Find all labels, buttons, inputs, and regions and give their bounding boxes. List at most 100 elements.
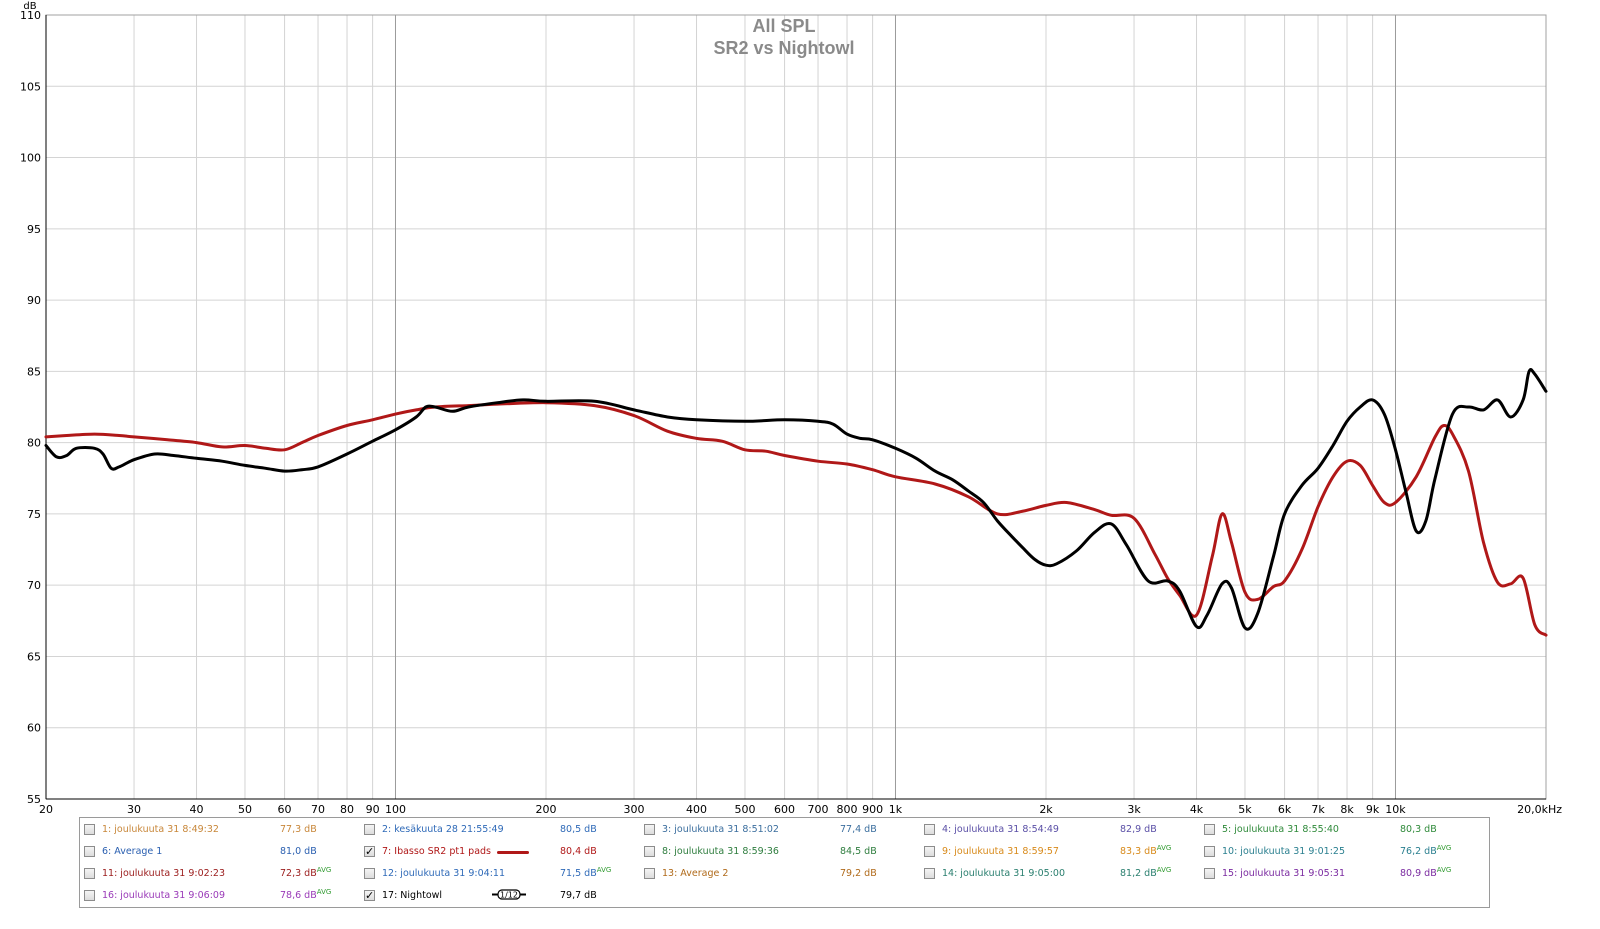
legend-checkbox[interactable] (364, 868, 375, 879)
legend-item-level: 80,3 dB (1400, 824, 1437, 835)
x-tick-label: 6k (1278, 803, 1292, 816)
legend-item-label: 7: Ibasso SR2 pt1 pads (382, 846, 491, 857)
legend-item-label: 11: joulukuuta 31 9:02:23 (102, 868, 225, 879)
x-tick-label: 2k (1039, 803, 1053, 816)
chart-title: All SPL (752, 16, 815, 36)
legend-item: 1: joulukuuta 31 8:49:32 77,3 dB (84, 820, 360, 840)
legend-item-label: 16: joulukuuta 31 9:06:09 (102, 890, 225, 901)
chart-title-group: All SPL SR2 vs Nightowl (713, 16, 854, 58)
y-tick-label: 80 (27, 437, 41, 450)
legend-item-level: 80,5 dB (560, 824, 597, 835)
legend-item-label: 1: joulukuuta 31 8:49:32 (102, 824, 219, 835)
avg-marker: AVG (1436, 865, 1452, 874)
legend-checkbox[interactable]: ✓ (364, 889, 375, 902)
legend-item-value: 79,2 dB (840, 864, 877, 884)
y-tick-label: 65 (27, 650, 41, 663)
avg-marker: AVG (1156, 865, 1172, 874)
legend-checkbox[interactable] (644, 824, 655, 835)
y-tick-label: 100 (20, 152, 41, 165)
legend-checkbox[interactable] (84, 868, 95, 879)
legend-item-value: 77,3 dB (280, 820, 317, 840)
x-tick-label: 50 (238, 803, 252, 816)
legend-panel: 1: joulukuuta 31 8:49:32 77,3 dB 2: kesäku… (79, 817, 1490, 908)
legend-checkbox[interactable] (84, 824, 95, 835)
legend-item-value: 80,5 dB (560, 820, 597, 840)
x-tick-label: 4k (1190, 803, 1204, 816)
legend-item: 12: joulukuuta 31 9:04:11 71,5 dBAVG (364, 864, 640, 884)
avg-marker: AVG (316, 887, 332, 896)
x-tick-label: 1k (889, 803, 903, 816)
legend-checkbox[interactable] (924, 846, 935, 857)
legend-item: 6: Average 1 81,0 dB (84, 842, 360, 862)
legend-item-level: 84,5 dB (840, 846, 877, 857)
avg-marker: AVG (596, 865, 612, 874)
legend-item-level: 71,5 dB (560, 868, 597, 879)
legend-checkbox[interactable] (364, 824, 375, 835)
tick-labels: 55 60 65 70 75 80 85 90 95 100 105 110 20 30 40 50 60 70 8… (20, 9, 1562, 816)
legend-item-value: 71,5 dBAVG (560, 864, 611, 884)
avg-marker: AVG (1436, 843, 1452, 852)
legend-checkbox[interactable] (1204, 824, 1215, 835)
legend-checkbox[interactable] (1204, 846, 1215, 857)
x-tick-label: 500 (734, 803, 755, 816)
plot-area-frame (45, 14, 1547, 800)
legend-item-value: 79,7 dB (560, 886, 597, 906)
legend-item: 11: joulukuuta 31 9:02:23 72,3 dBAVG (84, 864, 360, 884)
y-tick-label: 105 (20, 80, 41, 93)
legend-item-value: 80,3 dB (1400, 820, 1437, 840)
legend-item-level: 77,3 dB (280, 824, 317, 835)
legend-item-level: 80,9 dB (1400, 868, 1437, 879)
legend-checkbox[interactable] (924, 824, 935, 835)
legend-checkbox[interactable] (1204, 868, 1215, 879)
legend-item-label: 15: joulukuuta 31 9:05:31 (1222, 868, 1345, 879)
legend-item-label: 5: joulukuuta 31 8:55:40 (1222, 824, 1339, 835)
x-tick-label: 70 (311, 803, 325, 816)
legend-checkbox[interactable] (84, 846, 95, 857)
legend-item: 2: kesäkuuta 28 21:55:49 80,5 dB (364, 820, 640, 840)
legend-item: ✓ 17: Nightowl 1/12 79,7 dB (364, 886, 640, 906)
x-tick-label: 100 (385, 803, 406, 816)
x-tick-label: 30 (127, 803, 141, 816)
legend-item-value: 83,3 dBAVG (1120, 842, 1171, 862)
y-tick-label: 85 (27, 365, 41, 378)
x-tick-label: 200 (536, 803, 557, 816)
legend-item-level: 72,3 dB (280, 868, 317, 879)
series-line-ibasso-sr2 (44, 401, 1548, 637)
legend-item-level: 81,0 dB (280, 846, 317, 857)
y-tick-label: 70 (27, 579, 41, 592)
legend-item-value: 82,9 dB (1120, 820, 1157, 840)
avg-marker: AVG (1156, 843, 1172, 852)
x-tick-label: 90 (366, 803, 380, 816)
legend-item-label: 2: kesäkuuta 28 21:55:49 (382, 824, 504, 835)
legend-item-level: 78,6 dB (280, 890, 317, 901)
legend-item-level: 81,2 dB (1120, 868, 1157, 879)
legend-item: 8: joulukuuta 31 8:59:36 84,5 dB (644, 842, 920, 862)
legend-checkbox[interactable] (924, 868, 935, 879)
grid-lines (45, 14, 1547, 800)
x-tick-label: 80 (340, 803, 354, 816)
avg-marker: AVG (316, 865, 332, 874)
legend-item-value: 76,2 dBAVG (1400, 842, 1451, 862)
legend-item: 3: joulukuuta 31 8:51:02 77,4 dB (644, 820, 920, 840)
legend-checkbox[interactable] (84, 890, 95, 901)
legend-item: 5: joulukuuta 31 8:55:40 80,3 dB (1204, 820, 1480, 840)
x-tick-label: 3k (1127, 803, 1141, 816)
legend-item-value: 84,5 dB (840, 842, 877, 862)
legend-item-label: 9: joulukuuta 31 8:59:57 (942, 846, 1059, 857)
legend-item-level: 79,7 dB (560, 890, 597, 901)
legend-item-level: 79,2 dB (840, 868, 877, 879)
x-tick-label: 7k (1311, 803, 1325, 816)
legend-checkbox[interactable]: ✓ (364, 845, 375, 858)
legend-item-label: 10: joulukuuta 31 9:01:25 (1222, 846, 1345, 857)
x-tick-label: 900 (862, 803, 883, 816)
y-tick-label: 60 (27, 722, 41, 735)
x-tick-label: 20,0kHz (1517, 803, 1562, 816)
legend-checkbox[interactable] (644, 868, 655, 879)
legend-item: 14: joulukuuta 31 9:05:00 81,2 dBAVG (924, 864, 1200, 884)
x-tick-label: 9k (1366, 803, 1380, 816)
legend-item-value: 80,4 dB (560, 842, 597, 862)
smoothing-label: 1/12 (500, 891, 518, 900)
x-tick-label: 40 (190, 803, 204, 816)
legend-item-value: 72,3 dBAVG (280, 864, 331, 884)
legend-checkbox[interactable] (644, 846, 655, 857)
